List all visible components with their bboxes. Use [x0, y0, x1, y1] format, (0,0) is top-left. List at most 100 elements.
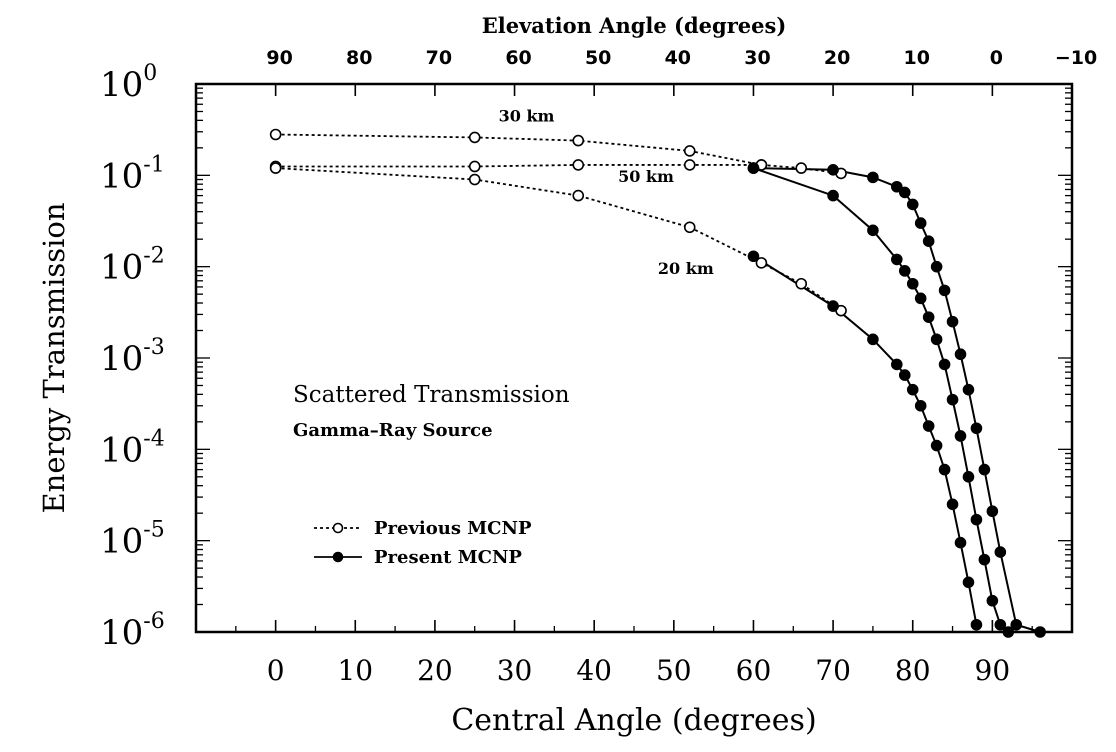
x-tick-label: 40 [576, 654, 612, 687]
curve-labels: 30 km 50 km 20 km [499, 106, 714, 278]
top-tick-label: 10 [904, 47, 930, 69]
legend: Previous MCNP Present MCNP [314, 518, 532, 568]
x-tick-label: 50 [656, 654, 692, 687]
data-point-present [986, 594, 999, 607]
data-point-present [938, 463, 951, 476]
data-point-present [954, 536, 967, 549]
data-point-present [938, 358, 951, 371]
data-point-present [867, 333, 879, 346]
chart-annotation-title: Scattered Transmission [293, 382, 570, 408]
curve-label: 30 km [499, 106, 555, 125]
data-point-previous [572, 189, 585, 202]
data-point-present [827, 163, 839, 176]
data-point-present [962, 471, 975, 483]
data-point-present [930, 333, 943, 346]
curve-label: 20 km [658, 259, 714, 278]
data-point-present [962, 383, 975, 396]
x-tick-label: 10 [337, 654, 373, 687]
data-point-present [827, 300, 839, 312]
y-tick-label: 100 [100, 61, 157, 105]
axis-ticks [195, 84, 1073, 633]
data-point-present [978, 463, 991, 476]
data-point-previous [683, 159, 696, 171]
top-tick-label: 70 [426, 47, 452, 69]
top-tick-label: −10 [1055, 47, 1097, 69]
data-point-present [970, 513, 983, 526]
y-tick-label: 10-4 [100, 426, 165, 470]
data-point-present [930, 260, 943, 273]
data-point-present [970, 618, 983, 631]
data-point-present [914, 217, 927, 229]
data-point-present [922, 311, 935, 323]
top-tick-label: 0 [990, 47, 1003, 69]
data-point-previous [572, 159, 585, 171]
y-tick-labels: 100 10-1 10-2 10-3 10-4 10-5 10-6 [100, 61, 165, 653]
y-tick-label: 10-2 [100, 244, 165, 288]
data-point-present [898, 369, 911, 381]
data-point-present [946, 393, 959, 406]
top-tick-label: 20 [824, 47, 850, 69]
curve-label: 50 km [618, 167, 674, 186]
data-point-present [898, 186, 911, 199]
data-point-previous [755, 257, 768, 269]
data-point-present [922, 235, 935, 248]
data-point-present [970, 422, 983, 435]
data-point-present [867, 224, 879, 237]
y-tick-label: 10-1 [100, 152, 165, 196]
top-tick-label: 40 [665, 47, 691, 69]
legend-present-label: Present MCNP [374, 547, 522, 568]
data-point-previous [269, 128, 282, 141]
data-point-present [930, 439, 943, 452]
top-tick-label: 30 [744, 47, 770, 69]
data-point-present [906, 383, 919, 396]
x-tick-label: 90 [975, 654, 1011, 687]
top-tick-label: 80 [346, 47, 372, 69]
data-point-previous [572, 134, 585, 147]
series-points [269, 128, 1046, 638]
data-point-present [906, 198, 919, 211]
data-point-previous [683, 145, 696, 157]
data-point-present [906, 277, 919, 290]
data-point-present [954, 348, 967, 361]
legend-present-marker [332, 551, 344, 563]
top-tick-labels: 90 80 70 60 50 40 30 20 10 0 −10 [266, 47, 1097, 69]
data-point-present [1034, 626, 1046, 638]
data-point-present [890, 358, 903, 371]
data-point-present [747, 250, 760, 263]
data-point-present [890, 253, 903, 266]
data-point-present [946, 498, 959, 511]
data-point-present [994, 546, 1007, 558]
x-tick-label: 80 [895, 654, 931, 687]
data-point-previous [468, 173, 481, 186]
y-tick-label: 10-5 [100, 518, 165, 562]
y-axis-label: Energy Transmission [37, 202, 71, 513]
x-tick-label: 30 [497, 654, 533, 687]
x-axis-label: Central Angle (degrees) [451, 703, 816, 738]
data-point-present [898, 265, 911, 277]
data-point-present [954, 430, 967, 442]
data-point-present [914, 399, 927, 412]
data-point-previous [683, 221, 696, 234]
top-tick-label: 50 [585, 47, 611, 69]
data-point-present [986, 505, 999, 518]
data-point-present [994, 618, 1007, 631]
data-point-present [867, 171, 879, 184]
data-point-previous [795, 162, 808, 174]
x-tick-label: 0 [267, 654, 285, 687]
legend-previous-label: Previous MCNP [374, 518, 532, 539]
data-point-previous [468, 160, 481, 173]
data-point-present [747, 162, 760, 174]
top-axis-label: Elevation Angle (degrees) [482, 13, 787, 38]
chart-annotation-subtitle: Gamma–Ray Source [293, 420, 493, 441]
legend-previous-marker [332, 522, 344, 534]
x-tick-label: 70 [815, 654, 851, 687]
data-point-present [938, 284, 951, 297]
data-point-previous [468, 131, 481, 144]
data-point-previous [795, 277, 808, 290]
x-tick-label: 20 [417, 654, 453, 687]
data-point-present [827, 189, 839, 202]
data-point-present [978, 553, 991, 566]
x-tick-labels: 0 10 20 30 40 50 60 70 80 90 [267, 654, 1010, 687]
